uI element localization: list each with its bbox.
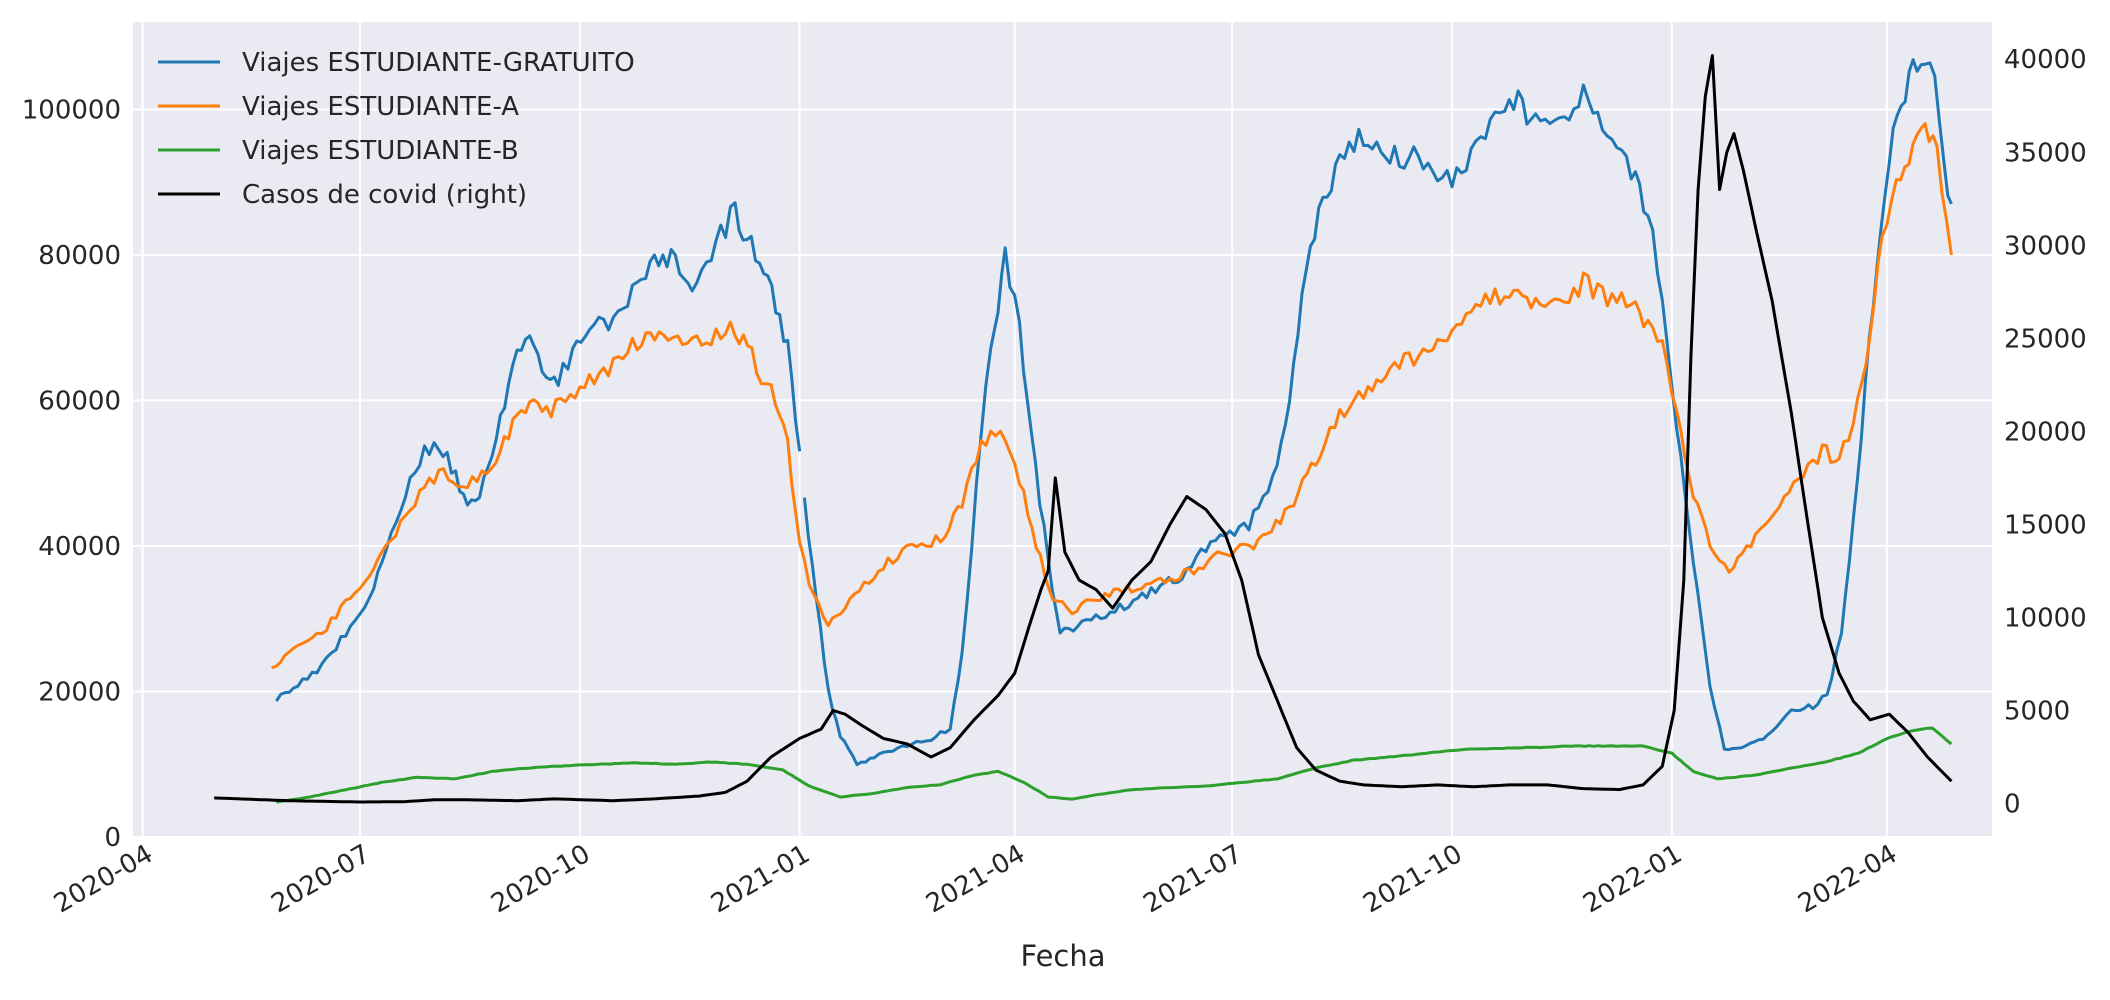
series-line: [275, 201, 802, 702]
x-tick-label: 2020-10: [486, 839, 595, 919]
x-tick-label: 2021-04: [921, 839, 1030, 919]
left-y-tick-label: 0: [104, 823, 121, 853]
series-layer: [214, 54, 1953, 804]
x-axis-label: Fecha: [1020, 939, 1105, 973]
left-y-tick-label: 60000: [38, 386, 121, 416]
right-y-tick-label: 5000: [2004, 696, 2070, 726]
right-y-tick-label: 20000: [2004, 417, 2087, 447]
right-y-tick-label: 30000: [2004, 231, 2087, 261]
left-y-tick-label: 20000: [38, 677, 121, 707]
x-tick-label: 2020-07: [266, 839, 375, 919]
left-y-tick-label: 80000: [38, 241, 121, 271]
right-y-tick-label: 35000: [2004, 138, 2087, 168]
series-line: [271, 122, 1953, 670]
legend-label: Viajes ESTUDIANTE-B: [242, 136, 519, 166]
series-line: [802, 58, 1953, 767]
x-tick-label: 2022-01: [1578, 839, 1687, 919]
legend: Viajes ESTUDIANTE-GRATUITO Viajes ESTUDIA…: [158, 48, 635, 210]
x-tick-label: 2021-10: [1358, 839, 1467, 919]
left-y-tick-label: 40000: [38, 532, 121, 562]
right-y-tick-label: 10000: [2004, 603, 2087, 633]
x-tick-label: 2021-01: [706, 839, 815, 919]
left-y-axis: 0 20000 40000 60000 80000 100000: [22, 95, 121, 853]
left-y-tick-label: 100000: [22, 95, 121, 125]
legend-label: Viajes ESTUDIANTE-A: [242, 92, 519, 122]
right-y-tick-label: 25000: [2004, 324, 2087, 354]
right-y-tick-label: 15000: [2004, 510, 2087, 540]
x-tick-label: 2021-07: [1139, 839, 1248, 919]
legend-label: Casos de covid (right): [242, 180, 527, 210]
grid-layer: [133, 22, 1992, 838]
series-line: [276, 726, 1953, 804]
series-line: [214, 54, 1953, 804]
right-y-tick-label: 40000: [2004, 45, 2087, 75]
x-axis: 2020-04 2020-07 2020-10 2021-01 2021-04 2021-…: [49, 839, 1902, 919]
x-tick-label: 2022-04: [1793, 839, 1902, 919]
right-y-axis: 0 5000 10000 15000 20000 25000 30000 35000 40000: [2004, 45, 2087, 819]
legend-label: Viajes ESTUDIANTE-GRATUITO: [242, 48, 635, 78]
right-y-tick-label: 0: [2004, 790, 2021, 820]
